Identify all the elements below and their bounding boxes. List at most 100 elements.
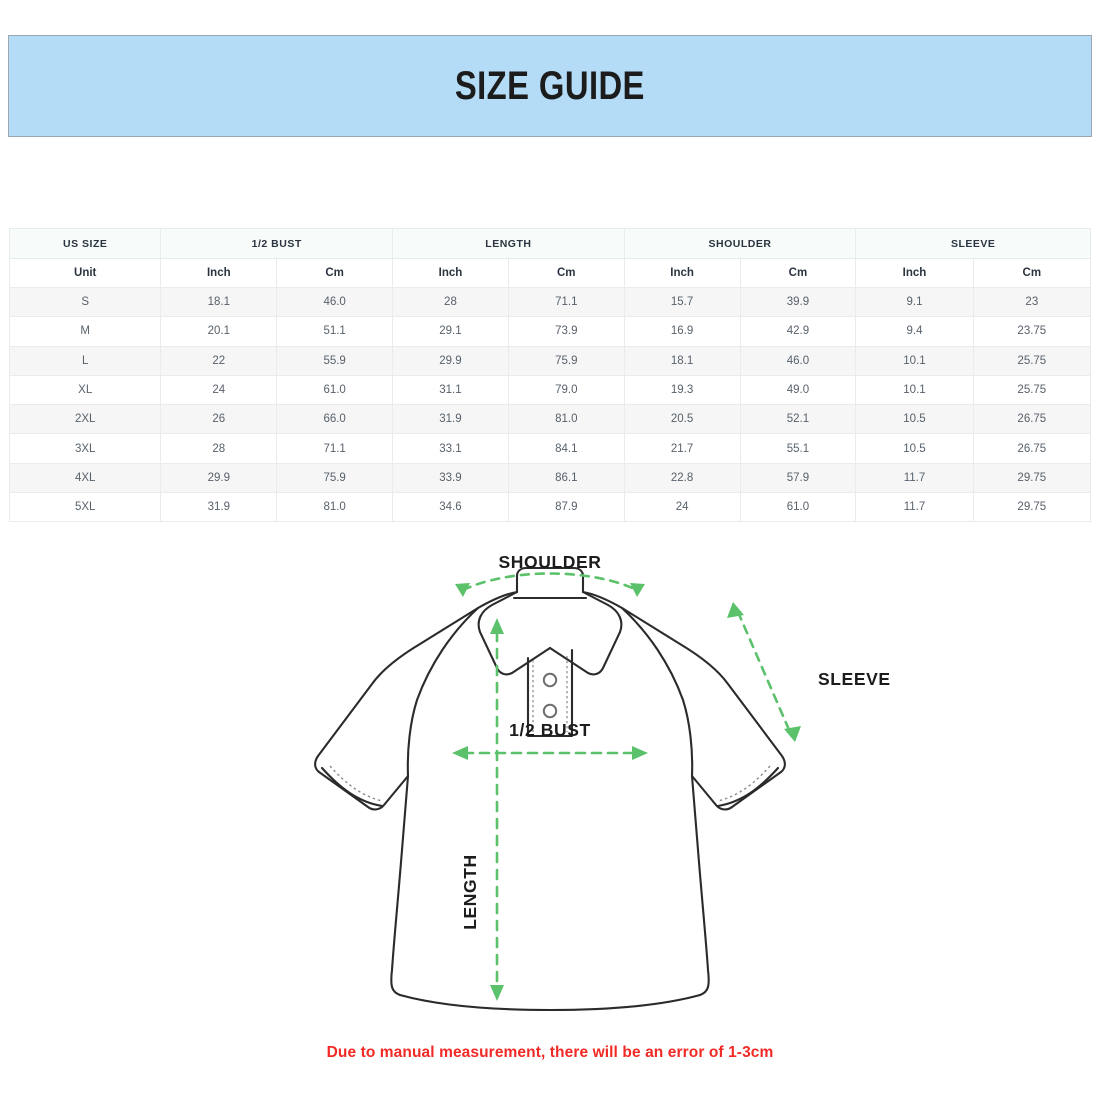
sleeve-measure-arrow	[727, 602, 801, 742]
cell-bust-cm: 75.9	[276, 462, 394, 494]
cell-sleeve-cm: 25.75	[972, 374, 1092, 406]
cell-sleeve-cm: 23	[972, 286, 1092, 318]
cell-length-in: 31.9	[392, 404, 509, 435]
group-header-shoulder: SHOULDER	[623, 228, 857, 259]
shoulder-label: SHOULDER	[499, 552, 602, 572]
cell-sleeve-in: 11.7	[855, 492, 974, 523]
cell-size: 3XL	[8, 433, 162, 464]
bust-measure-arrow	[452, 746, 648, 760]
size-guide-banner: SIZE GUIDE	[8, 35, 1092, 137]
unit-header-sleeve-inch: Inch	[855, 258, 974, 288]
cell-size: M	[8, 316, 162, 347]
cell-sleeve-in: 10.5	[855, 433, 974, 464]
unit-header-shoulder-cm: Cm	[739, 258, 857, 288]
length-label: LENGTH	[460, 854, 480, 930]
unit-header-row: Unit Inch Cm Inch Cm Inch Cm Inch Cm	[8, 258, 1092, 288]
size-table-head: US SIZE 1/2 BUST LENGTH SHOULDER SLEEVE …	[8, 228, 1092, 288]
cell-sleeve-in: 9.4	[855, 316, 974, 347]
table-row: 2XL 26 66.0 31.9 81.0 20.5 52.1 10.5 26.75	[8, 404, 1092, 435]
cell-length-in: 29.9	[392, 345, 509, 376]
placket-stitching	[532, 656, 568, 732]
polo-shirt-outline	[314, 566, 786, 1012]
cell-shoulder-cm: 61.0	[739, 492, 857, 523]
cell-shoulder-in: 18.1	[623, 345, 741, 376]
cell-shoulder-cm: 52.1	[739, 404, 857, 435]
cell-bust-cm: 55.9	[276, 345, 394, 376]
cell-size: 4XL	[8, 462, 162, 494]
cell-length-cm: 86.1	[507, 462, 625, 494]
cell-sleeve-cm: 23.75	[972, 316, 1092, 347]
size-table-body: S 18.1 46.0 28 71.1 15.7 39.9 9.1 23 M 20.1 51.1 29.…	[8, 286, 1092, 523]
cell-sleeve-in: 9.1	[855, 286, 974, 318]
table-row: S 18.1 46.0 28 71.1 15.7 39.9 9.1 23	[8, 286, 1092, 318]
cell-sleeve-cm: 29.75	[972, 462, 1092, 494]
table-row: 5XL 31.9 81.0 34.6 87.9 24 61.0 11.7 29.75	[8, 492, 1092, 523]
cell-bust-in: 29.9	[160, 462, 278, 494]
cell-shoulder-in: 16.9	[623, 316, 741, 347]
unit-header-bust-cm: Cm	[276, 258, 394, 288]
cell-sleeve-in: 11.7	[855, 462, 974, 494]
cell-length-in: 28	[392, 286, 509, 318]
cell-size: S	[8, 286, 162, 318]
cell-sleeve-in: 10.1	[855, 345, 974, 376]
cell-sleeve-cm: 26.75	[972, 404, 1092, 435]
cell-bust-in: 26	[160, 404, 278, 435]
cell-length-in: 34.6	[392, 492, 509, 523]
cell-bust-cm: 71.1	[276, 433, 394, 464]
cell-bust-cm: 51.1	[276, 316, 394, 347]
cell-shoulder-in: 19.3	[623, 374, 741, 406]
cell-shoulder-in: 15.7	[623, 286, 741, 318]
unit-header-length-cm: Cm	[507, 258, 625, 288]
measurement-disclaimer: Due to manual measurement, there will be…	[326, 1044, 774, 1061]
cell-shoulder-cm: 55.1	[739, 433, 857, 464]
sleeve-label: SLEEVE	[818, 669, 891, 689]
group-header-bust: 1/2 BUST	[160, 228, 394, 259]
cell-bust-in: 24	[160, 374, 278, 406]
unit-header-length-inch: Inch	[392, 258, 509, 288]
sleeve-hem-stitching	[329, 765, 771, 802]
table-row: L 22 55.9 29.9 75.9 18.1 46.0 10.1 25.75	[8, 345, 1092, 376]
cell-length-in: 33.1	[392, 433, 509, 464]
cell-sleeve-cm: 29.75	[972, 492, 1092, 523]
group-header-length: LENGTH	[392, 228, 625, 259]
table-row: 4XL 29.9 75.9 33.9 86.1 22.8 57.9 11.7 29.75	[8, 462, 1092, 494]
cell-bust-in: 31.9	[160, 492, 278, 523]
cell-shoulder-cm: 42.9	[739, 316, 857, 347]
cell-sleeve-in: 10.1	[855, 374, 974, 406]
cell-shoulder-cm: 46.0	[739, 345, 857, 376]
unit-header-bust-inch: Inch	[160, 258, 278, 288]
cell-length-cm: 81.0	[507, 404, 625, 435]
cell-shoulder-cm: 49.0	[739, 374, 857, 406]
cell-sleeve-in: 10.5	[855, 404, 974, 435]
size-table-container: US SIZE 1/2 BUST LENGTH SHOULDER SLEEVE …	[8, 228, 1092, 523]
cell-shoulder-in: 21.7	[623, 433, 741, 464]
cell-sleeve-cm: 25.75	[972, 345, 1092, 376]
cell-bust-in: 18.1	[160, 286, 278, 318]
cell-size: L	[8, 345, 162, 376]
cell-shoulder-cm: 57.9	[739, 462, 857, 494]
cell-bust-in: 20.1	[160, 316, 278, 347]
garment-diagram: SHOULDER SLEEVE 1/2 BUST LENGTH	[0, 540, 1100, 1020]
cell-sleeve-cm: 26.75	[972, 433, 1092, 464]
group-header-sleeve: SLEEVE	[855, 228, 1091, 259]
cell-size: 2XL	[8, 404, 162, 435]
cell-shoulder-cm: 39.9	[739, 286, 857, 318]
cell-length-in: 33.9	[392, 462, 509, 494]
shoulder-measure-arrow	[455, 572, 645, 597]
cell-length-in: 29.1	[392, 316, 509, 347]
unit-header-shoulder-inch: Inch	[623, 258, 741, 288]
cell-length-cm: 75.9	[507, 345, 625, 376]
group-header-us-size: US SIZE	[8, 228, 162, 259]
size-table: US SIZE 1/2 BUST LENGTH SHOULDER SLEEVE …	[8, 228, 1092, 523]
cell-length-cm: 84.1	[507, 433, 625, 464]
cell-shoulder-in: 24	[623, 492, 741, 523]
bust-label: 1/2 BUST	[509, 720, 591, 740]
table-row: M 20.1 51.1 29.1 73.9 16.9 42.9 9.4 23.75	[8, 316, 1092, 347]
cell-shoulder-in: 22.8	[623, 462, 741, 494]
cell-bust-in: 28	[160, 433, 278, 464]
cell-bust-cm: 61.0	[276, 374, 394, 406]
cell-length-in: 31.1	[392, 374, 509, 406]
cell-length-cm: 87.9	[507, 492, 625, 523]
unit-header-sleeve-cm: Cm	[972, 258, 1092, 288]
